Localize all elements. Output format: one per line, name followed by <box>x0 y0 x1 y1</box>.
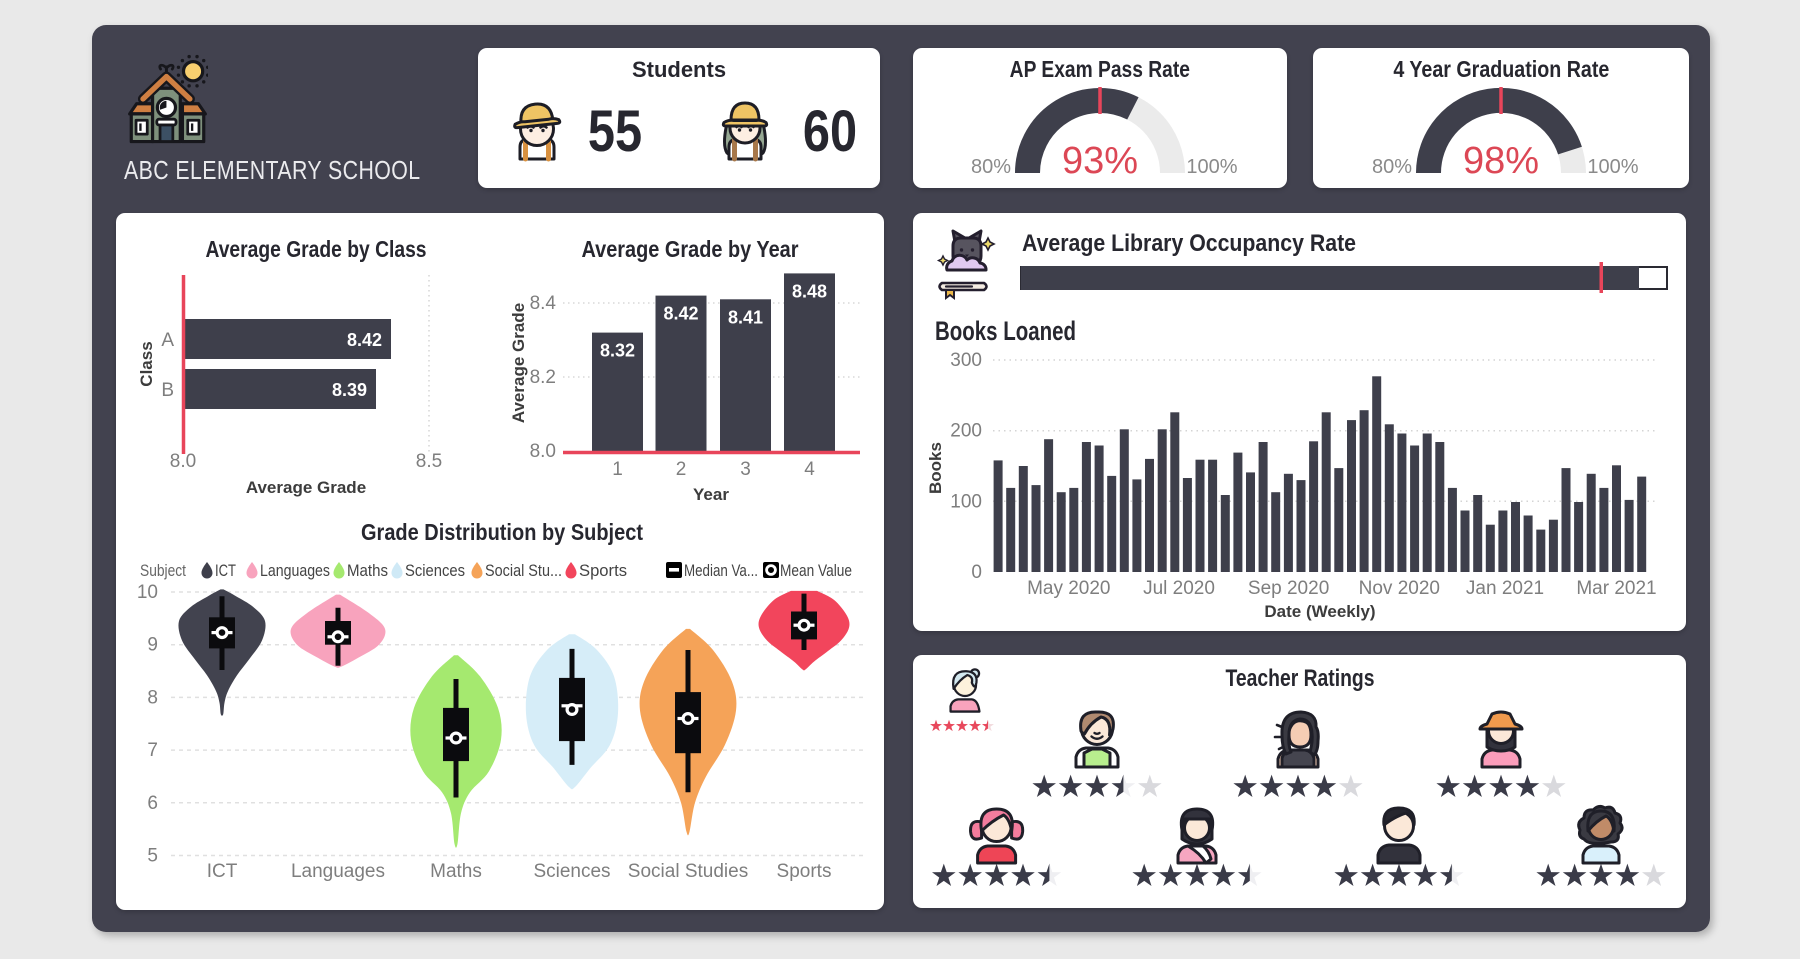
svg-text:6: 6 <box>147 793 158 814</box>
svg-text:3: 3 <box>740 459 751 480</box>
svg-text:Sports: Sports <box>777 861 832 882</box>
svg-text:Average Grade: Average Grade <box>246 478 366 497</box>
svg-text:8.5: 8.5 <box>416 451 442 472</box>
svg-text:Class: Class <box>137 341 156 386</box>
svg-text:Average Grade: Average Grade <box>509 303 528 423</box>
svg-text:B: B <box>161 380 174 401</box>
svg-text:Average Grade by Class: Average Grade by Class <box>206 236 427 262</box>
svg-text:8.48: 8.48 <box>792 281 827 301</box>
svg-text:9: 9 <box>147 635 158 656</box>
svg-text:4: 4 <box>804 459 815 480</box>
svg-text:Jan 2021: Jan 2021 <box>1466 578 1544 599</box>
svg-text:8.39: 8.39 <box>332 380 367 400</box>
svg-text:Books Loaned: Books Loaned <box>935 316 1076 346</box>
svg-text:Jul 2020: Jul 2020 <box>1143 578 1215 599</box>
svg-text:A: A <box>161 330 174 351</box>
svg-text:Languages: Languages <box>260 561 330 580</box>
svg-text:5: 5 <box>147 846 158 867</box>
svg-text:100: 100 <box>950 491 982 512</box>
svg-text:8.2: 8.2 <box>530 367 556 388</box>
svg-text:ICT: ICT <box>207 861 238 882</box>
svg-text:8.42: 8.42 <box>663 304 698 324</box>
svg-text:Sciences: Sciences <box>533 861 610 882</box>
svg-text:Teacher Ratings: Teacher Ratings <box>1226 665 1375 692</box>
svg-text:7: 7 <box>147 740 158 761</box>
svg-text:Median Va...: Median Va... <box>684 561 758 580</box>
svg-text:Subject: Subject <box>140 561 186 580</box>
svg-text:Average Library Occupancy Rate: Average Library Occupancy Rate <box>1022 230 1356 257</box>
svg-text:Maths: Maths <box>430 861 482 882</box>
svg-text:80%: 80% <box>971 156 1011 178</box>
svg-text:Social Studies: Social Studies <box>628 861 748 882</box>
svg-text:8: 8 <box>147 687 158 708</box>
svg-text:Sciences: Sciences <box>405 561 465 580</box>
svg-text:Year: Year <box>693 485 729 504</box>
svg-text:Books: Books <box>926 442 945 494</box>
svg-text:100%: 100% <box>1587 156 1638 178</box>
svg-text:300: 300 <box>950 350 982 371</box>
svg-text:8.4: 8.4 <box>530 293 557 314</box>
svg-text:10: 10 <box>137 582 158 603</box>
svg-text:2: 2 <box>676 459 687 480</box>
svg-text:8.32: 8.32 <box>600 341 635 361</box>
svg-text:Grade Distribution by Subject: Grade Distribution by Subject <box>361 519 643 545</box>
svg-text:Languages: Languages <box>291 861 385 882</box>
svg-text:200: 200 <box>950 421 982 442</box>
svg-text:100%: 100% <box>1186 156 1237 178</box>
svg-text:Maths: Maths <box>347 561 388 580</box>
svg-text:98%: 98% <box>1463 140 1539 182</box>
svg-text:Mean Value: Mean Value <box>780 561 852 580</box>
svg-text:8.0: 8.0 <box>170 451 196 472</box>
svg-text:8.42: 8.42 <box>347 330 382 350</box>
svg-text:8.41: 8.41 <box>728 307 763 327</box>
svg-text:0: 0 <box>971 562 982 583</box>
svg-text:Mar 2021: Mar 2021 <box>1576 578 1656 599</box>
svg-text:Sep 2020: Sep 2020 <box>1248 578 1329 599</box>
svg-text:80%: 80% <box>1372 156 1412 178</box>
svg-text:ICT: ICT <box>215 561 236 580</box>
svg-text:Social Stu...: Social Stu... <box>485 561 562 580</box>
svg-text:May 2020: May 2020 <box>1027 578 1110 599</box>
svg-text:1: 1 <box>612 459 623 480</box>
svg-text:Date (Weekly): Date (Weekly) <box>1264 602 1375 621</box>
svg-text:Average Grade by Year: Average Grade by Year <box>582 236 799 262</box>
svg-text:93%: 93% <box>1062 140 1138 182</box>
svg-text:Sports: Sports <box>579 561 627 580</box>
svg-text:Nov 2020: Nov 2020 <box>1359 578 1440 599</box>
svg-text:8.0: 8.0 <box>530 441 556 462</box>
